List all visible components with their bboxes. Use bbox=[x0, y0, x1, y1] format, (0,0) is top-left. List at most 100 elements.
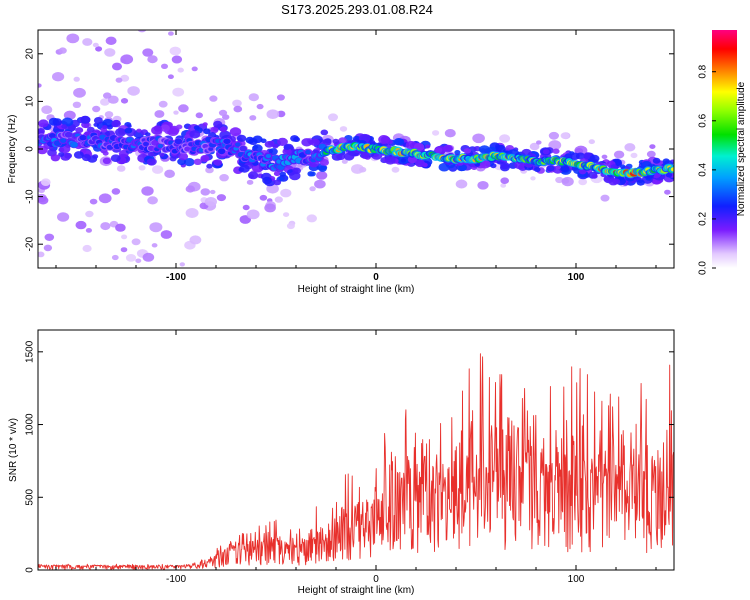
spectral-blob bbox=[260, 138, 267, 144]
spectral-blob bbox=[72, 101, 82, 109]
snr-y-label: SNR (10 * v/v) bbox=[8, 418, 19, 482]
spectral-blob bbox=[40, 178, 51, 186]
spectrogram-x-axis: -100 0 100 bbox=[55, 30, 657, 283]
spectral-blob bbox=[38, 196, 49, 205]
spectral-blob bbox=[158, 100, 168, 108]
spectral-blob bbox=[289, 171, 301, 181]
y-tick-label: 0 bbox=[25, 567, 36, 573]
spectral-blob bbox=[293, 136, 300, 142]
spectral-blob bbox=[70, 141, 78, 148]
spectral-blob bbox=[171, 55, 183, 64]
spectral-blob bbox=[38, 145, 48, 155]
spectral-blob bbox=[548, 131, 560, 140]
spectral-blob bbox=[58, 47, 67, 54]
spectral-blob bbox=[217, 148, 226, 155]
spectral-blob bbox=[223, 138, 231, 145]
spectrogram-y-label: Frequency (Hz) bbox=[7, 115, 18, 184]
spectral-blob bbox=[60, 138, 67, 143]
spectral-blob bbox=[336, 153, 346, 161]
spectral-blob bbox=[630, 152, 638, 159]
spectral-blob bbox=[89, 198, 98, 205]
spectral-blob bbox=[455, 179, 468, 189]
spectral-blob bbox=[249, 115, 257, 121]
x-tick-label: -100 bbox=[166, 574, 186, 585]
spectral-blob bbox=[50, 154, 61, 162]
spectral-blob bbox=[235, 142, 241, 147]
spectral-blob bbox=[151, 243, 158, 248]
spectral-blob bbox=[309, 171, 316, 177]
spectral-blob bbox=[236, 134, 247, 142]
spectral-blob bbox=[102, 151, 109, 156]
spectral-blob bbox=[202, 122, 208, 127]
spectral-blob bbox=[548, 140, 562, 151]
spectral-blob bbox=[209, 189, 216, 195]
spectral-blob bbox=[454, 150, 461, 155]
spectral-blob bbox=[216, 194, 226, 202]
spectral-blob bbox=[273, 171, 281, 177]
spectral-blob bbox=[318, 165, 327, 172]
spectral-blob bbox=[239, 145, 247, 152]
spectral-blob bbox=[343, 152, 355, 161]
spectral-blob bbox=[242, 204, 250, 211]
snr-y-axis: 0 500 1000 1500 bbox=[25, 340, 674, 573]
y-tick-label: -20 bbox=[25, 237, 36, 252]
spectral-blob bbox=[110, 154, 121, 162]
spectral-blob bbox=[478, 145, 491, 154]
spectral-blob bbox=[104, 111, 114, 118]
spectral-blob bbox=[320, 129, 329, 136]
spectral-blob bbox=[415, 159, 425, 168]
spectral-blob bbox=[205, 166, 214, 174]
spectral-blob bbox=[601, 154, 608, 159]
spectral-blob bbox=[245, 136, 255, 144]
spectral-blob bbox=[458, 164, 467, 171]
spectral-blob bbox=[167, 127, 179, 136]
spectral-blob bbox=[92, 105, 101, 113]
x-tick-label: 0 bbox=[373, 574, 379, 585]
spectral-blob bbox=[613, 150, 625, 159]
spectral-blob bbox=[463, 148, 471, 154]
y-tick-label: -10 bbox=[25, 189, 36, 204]
spectral-blob bbox=[283, 144, 291, 150]
spectral-blob bbox=[157, 143, 164, 149]
spectral-blob bbox=[369, 140, 376, 145]
spectral-blob bbox=[499, 134, 511, 143]
spectral-blob bbox=[138, 165, 146, 171]
spectral-blob bbox=[276, 110, 286, 118]
spectral-blob bbox=[169, 46, 181, 56]
spectral-blob bbox=[273, 179, 282, 186]
x-tick-label: -100 bbox=[166, 272, 186, 283]
spectral-blob bbox=[206, 163, 213, 169]
spectral-blob bbox=[204, 197, 217, 207]
spectral-blob bbox=[116, 165, 126, 172]
spectral-blob bbox=[142, 48, 154, 57]
spectral-blob bbox=[272, 143, 279, 149]
spectral-blob bbox=[174, 138, 183, 145]
spectral-blob bbox=[120, 74, 130, 82]
spectral-blob bbox=[153, 125, 162, 132]
spectral-blob bbox=[189, 235, 202, 245]
spectrogram-y-axis: -20 -10 0 10 20 bbox=[25, 48, 674, 252]
spectral-blob bbox=[38, 251, 45, 258]
spectral-blob bbox=[338, 137, 347, 144]
spectral-blob bbox=[61, 124, 67, 129]
spectral-blob bbox=[443, 144, 453, 153]
spectral-blob bbox=[534, 167, 541, 173]
spectral-blob bbox=[665, 172, 673, 178]
y-tick-label: 0 bbox=[25, 146, 36, 152]
spectral-blob bbox=[143, 141, 149, 147]
spectral-blob bbox=[425, 144, 431, 149]
spectral-blob bbox=[137, 30, 147, 33]
snr-series-line bbox=[38, 353, 674, 570]
spectral-blob bbox=[232, 99, 242, 108]
spectral-blob bbox=[93, 117, 103, 124]
spectral-blob bbox=[407, 155, 418, 164]
spectral-blob bbox=[600, 194, 610, 202]
spectral-blob bbox=[85, 228, 92, 233]
spectrogram-heatmap bbox=[38, 30, 674, 267]
x-tick-label: 100 bbox=[568, 272, 585, 283]
spectral-blob bbox=[310, 138, 320, 146]
spectral-blob bbox=[646, 150, 656, 158]
spectral-blob bbox=[73, 87, 86, 98]
